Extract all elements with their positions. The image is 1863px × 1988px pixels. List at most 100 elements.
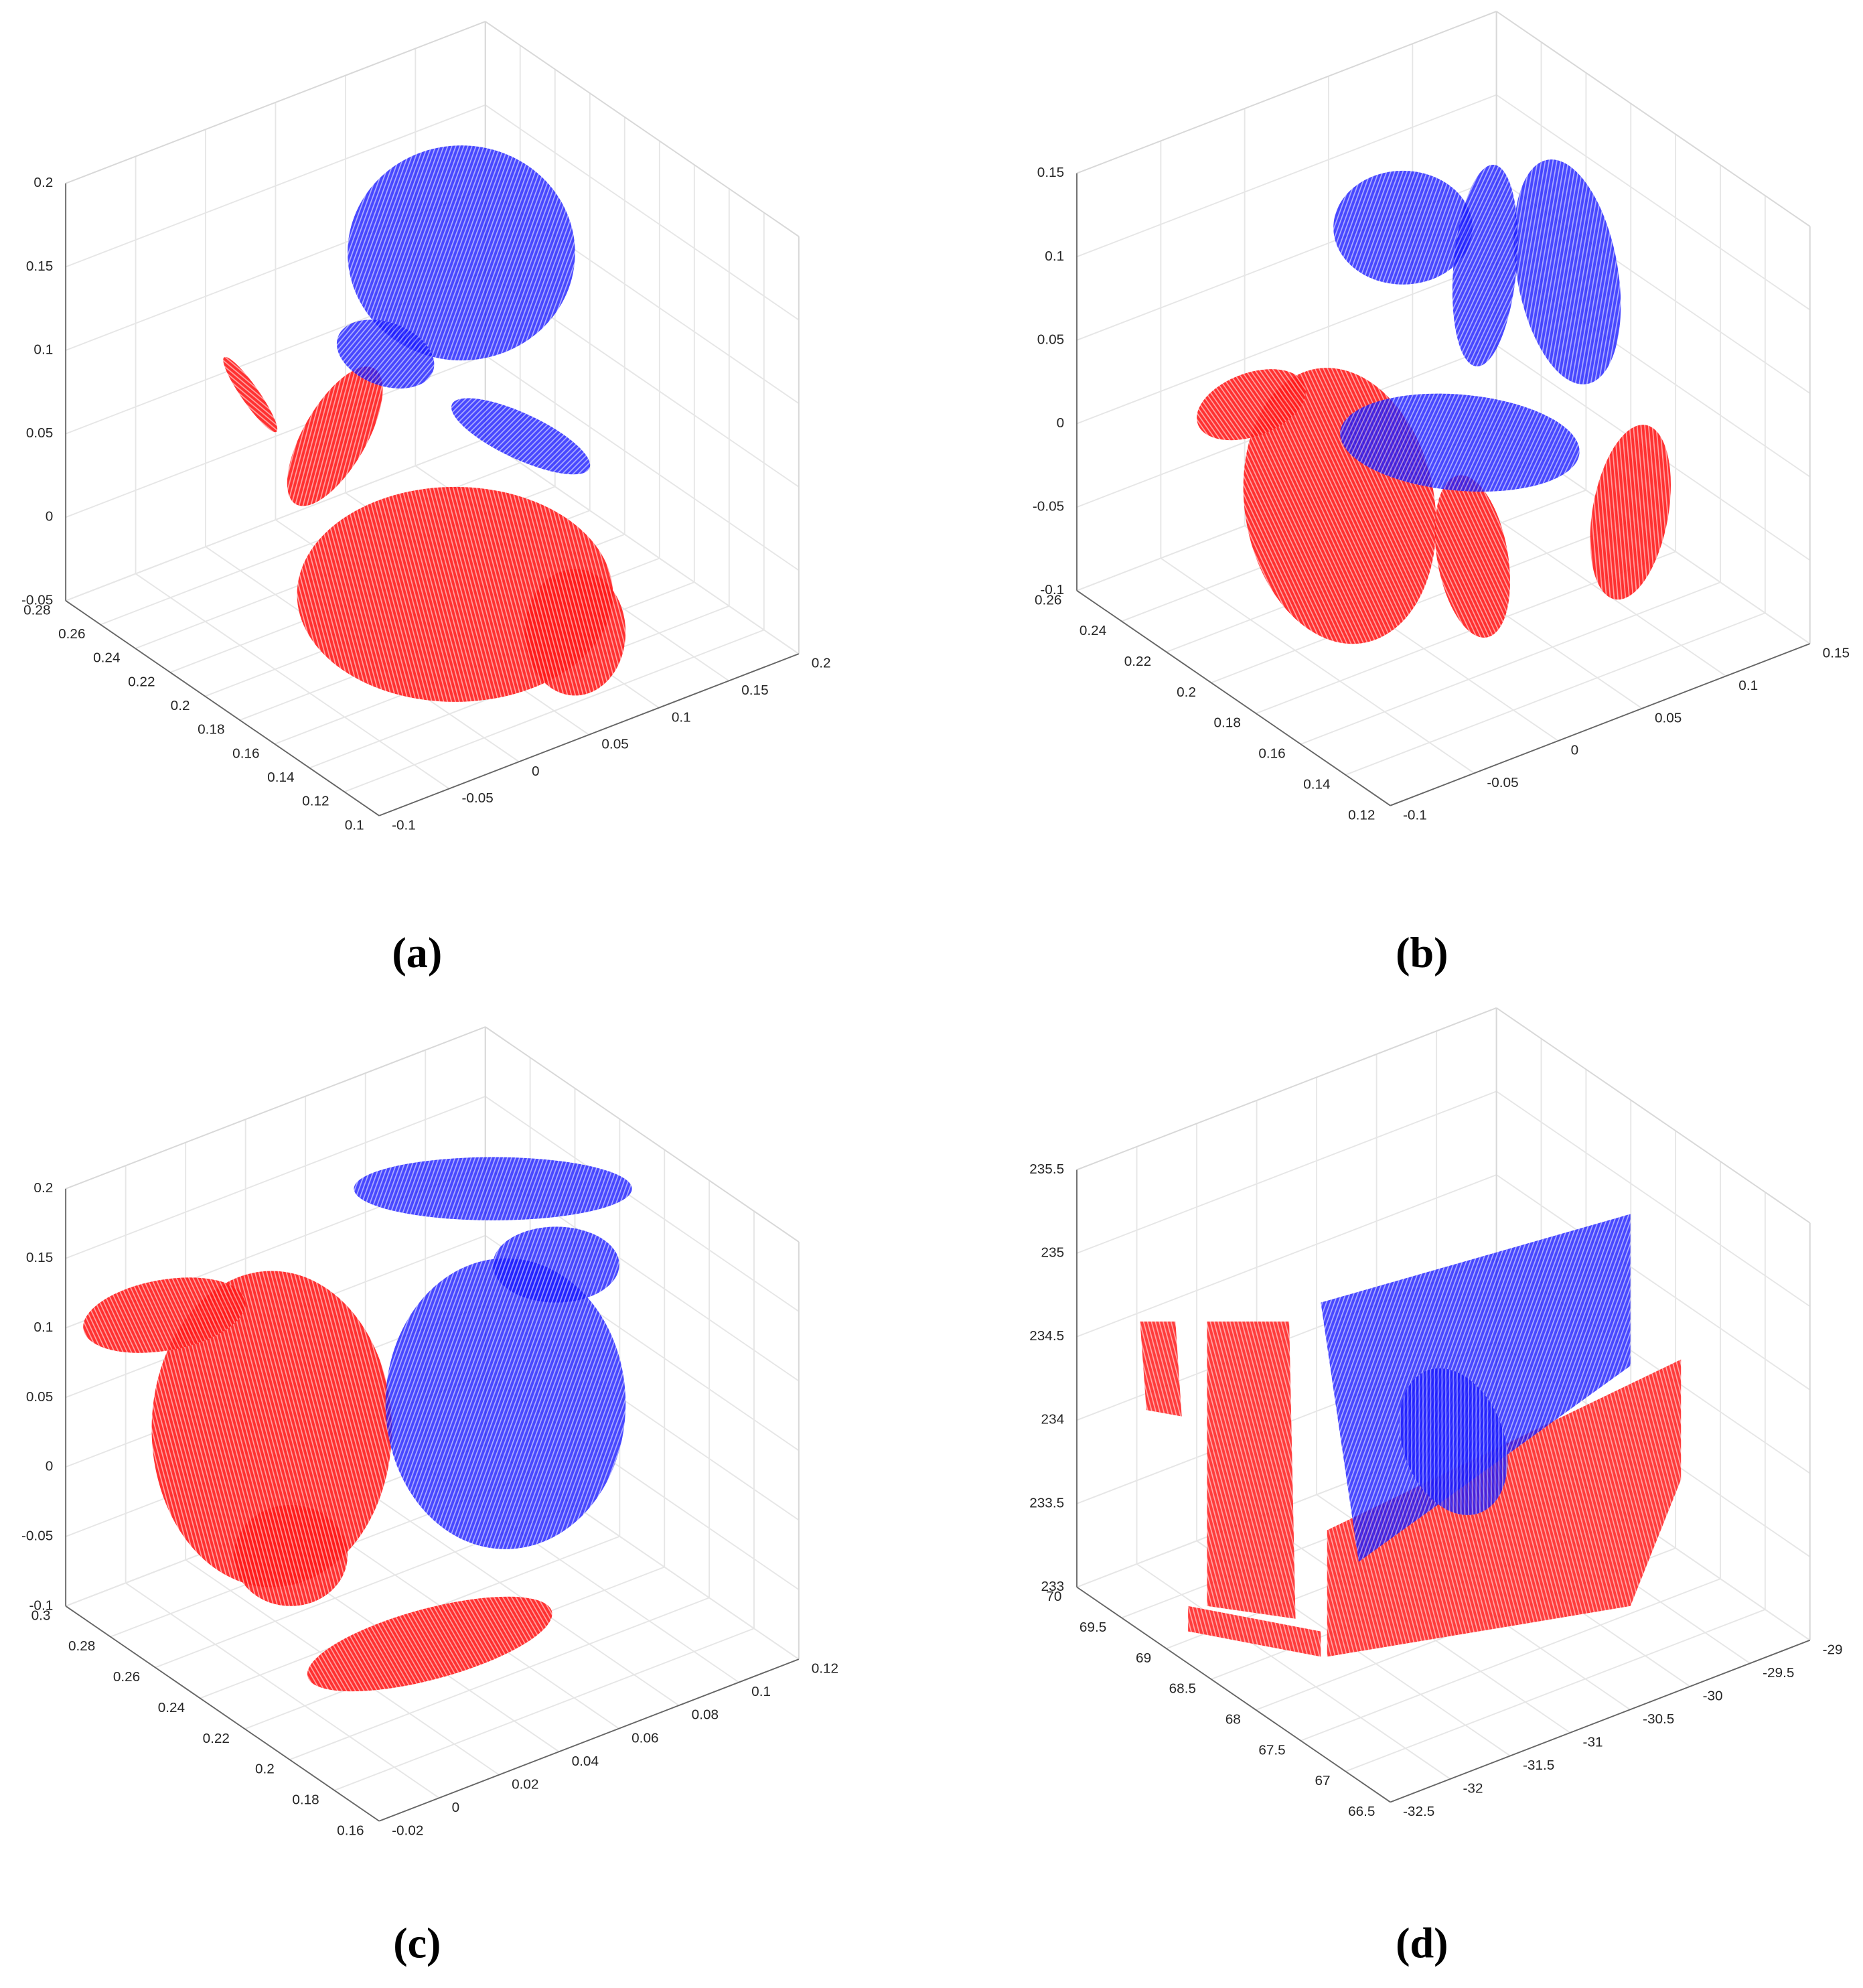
grid-line xyxy=(1076,1090,1497,1254)
y-tick-label: 0.26 xyxy=(113,1669,140,1685)
z-tick-label: 235.5 xyxy=(1029,1161,1064,1177)
y-tick-label: 0.24 xyxy=(1079,623,1106,638)
point-cloud xyxy=(1590,425,1671,600)
grid-line xyxy=(1211,520,1631,684)
x-tick-label: -30 xyxy=(1703,1688,1723,1703)
x-tick-label: 0 xyxy=(452,1800,460,1815)
y-tick-label: 0.16 xyxy=(1258,746,1285,762)
point-cloud xyxy=(1434,475,1511,638)
z-tick-label: 233.5 xyxy=(1029,1495,1064,1510)
grid-line xyxy=(1076,94,1497,258)
caption: (d) xyxy=(1396,1919,1448,1967)
panel: -0.05 0 0.05 0.1 0.15 0.2 0.1 0.12 0.14 0.16 0.18 0… xyxy=(21,21,831,977)
x-tick-label: -0.02 xyxy=(392,1823,423,1838)
z-tick-label: -0.1 xyxy=(1040,582,1064,597)
x-tick-label: -29 xyxy=(1823,1642,1843,1657)
point-cloud xyxy=(1452,164,1518,367)
y-tick-label: 0.14 xyxy=(1303,776,1330,792)
grid-line xyxy=(135,573,450,790)
z-tick-label: 0 xyxy=(1057,415,1065,431)
grid-line xyxy=(289,1597,710,1760)
x-tick-label: 0.06 xyxy=(631,1730,658,1746)
grid-line xyxy=(485,354,800,571)
box-edge xyxy=(485,1026,800,1242)
z-tick-label: 0.1 xyxy=(1045,248,1064,264)
point-cloud xyxy=(385,1258,626,1549)
grid-line xyxy=(334,1628,755,1791)
x-axis xyxy=(1390,1639,1811,1803)
caption: (c) xyxy=(393,1919,441,1967)
y-tick-label: 70 xyxy=(1046,1589,1061,1604)
x-axis xyxy=(378,1658,800,1822)
x-tick-label: 0.1 xyxy=(1738,678,1758,693)
grid-line xyxy=(125,1582,440,1799)
z-tick-label: 0 xyxy=(46,509,54,524)
y-tick-label: 0.24 xyxy=(158,1700,185,1715)
x-tick-label: 0.12 xyxy=(812,1661,838,1677)
z-tick-label: 0.1 xyxy=(33,342,53,357)
grid-line xyxy=(1160,557,1475,774)
y-tick-label: 0.14 xyxy=(267,770,294,785)
y-tick-label: 0.22 xyxy=(128,674,155,689)
grid-line xyxy=(1136,1563,1451,1780)
z-tick-label: -0.05 xyxy=(21,592,53,608)
grid-line xyxy=(65,438,486,601)
y-tick-label: 67 xyxy=(1315,1773,1331,1788)
grid-line xyxy=(485,438,800,654)
point-cloud xyxy=(307,1596,552,1692)
grid-line xyxy=(1076,1174,1497,1338)
box-edge xyxy=(65,21,486,184)
x-tick-label: -30.5 xyxy=(1643,1711,1674,1727)
z-tick-label: 234 xyxy=(1041,1412,1065,1427)
point-cloud xyxy=(287,366,383,506)
x-tick-label: 0.2 xyxy=(812,656,831,671)
grid-line xyxy=(1496,1174,1811,1391)
z-tick-label: 0.15 xyxy=(26,1250,53,1265)
point-cloud xyxy=(493,1226,619,1303)
y-tick-label: 0.18 xyxy=(1213,715,1240,731)
point-cloud xyxy=(223,356,278,433)
y-tick-label: 0.22 xyxy=(1124,654,1151,669)
point-cloud xyxy=(1340,393,1580,492)
x-tick-label: -0.1 xyxy=(392,817,416,833)
y-tick-label: 0.1 xyxy=(345,817,364,833)
grid-line xyxy=(1345,1609,1766,1772)
caption: (a) xyxy=(392,929,442,977)
y-tick-label: 0.12 xyxy=(302,794,329,809)
z-tick-label: 0 xyxy=(46,1459,54,1474)
y-tick-label: 0.3 xyxy=(31,1608,51,1623)
grid-line xyxy=(65,1096,486,1259)
grid-line xyxy=(1496,94,1811,311)
z-tick-label: 235 xyxy=(1041,1245,1065,1261)
grid-line xyxy=(1300,1578,1721,1742)
z-tick-label: 0.05 xyxy=(26,1389,53,1405)
y-tick-label: 68 xyxy=(1225,1711,1241,1727)
x-axis xyxy=(1390,643,1811,806)
y-tick-label: 0.2 xyxy=(171,698,190,713)
y-tick-label: 0.28 xyxy=(68,1638,95,1654)
point-cloud xyxy=(336,320,435,388)
y-tick-label: 69.5 xyxy=(1079,1620,1106,1635)
y-tick-label: 0.2 xyxy=(1177,685,1196,700)
x-tick-label: 0.02 xyxy=(512,1776,538,1792)
x-axis xyxy=(378,653,800,816)
grid-line xyxy=(1496,1090,1811,1307)
panel: 233 233.5 234 234.5 235 235.5 66.5 67 67.5 68 68.5… xyxy=(1029,1007,1843,1967)
x-tick-label: 0.04 xyxy=(572,1754,599,1769)
x-tick-label: -0.05 xyxy=(1487,775,1518,790)
y-tick-label: 68.5 xyxy=(1169,1681,1196,1697)
x-tick-label: 0.05 xyxy=(1655,710,1682,725)
box-edge xyxy=(1496,11,1811,227)
grid-line xyxy=(485,1096,800,1312)
x-tick-label: -32.5 xyxy=(1403,1804,1434,1819)
grid-line xyxy=(1345,612,1766,776)
y-tick-label: 0.22 xyxy=(203,1731,230,1746)
box-edge xyxy=(1076,11,1497,174)
point-cloud xyxy=(354,1157,632,1220)
y-tick-label: 0.28 xyxy=(23,602,50,618)
x-tick-label: 0.15 xyxy=(741,683,768,698)
z-tick-label: 0.15 xyxy=(1037,165,1064,180)
y-tick-label: 0.26 xyxy=(58,626,85,642)
x-tick-label: -32 xyxy=(1463,1781,1483,1796)
